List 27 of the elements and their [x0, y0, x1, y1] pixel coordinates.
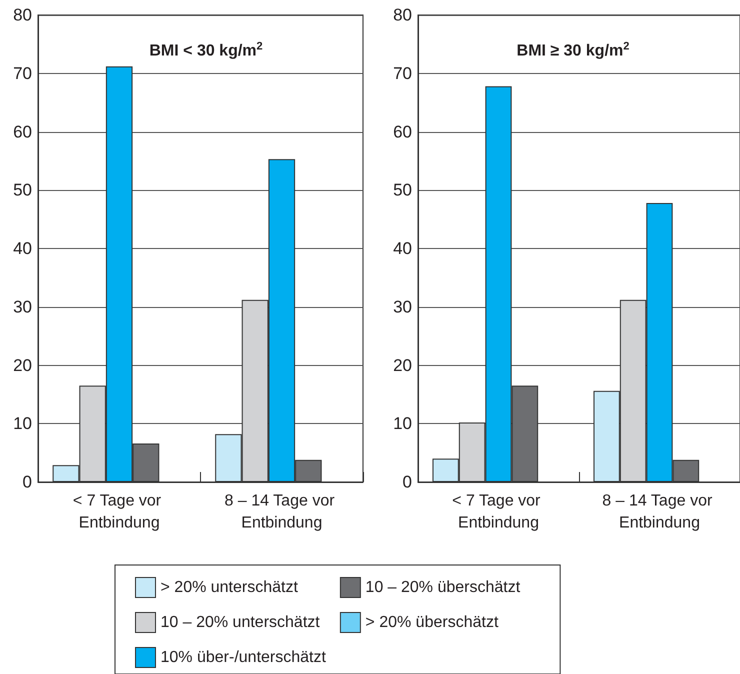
legend-label: > 20% unterschätzt	[160, 579, 298, 596]
y-tick-label: 40	[13, 239, 32, 258]
y-tick-label: 80	[13, 6, 32, 24]
y-tick-label: 60	[393, 122, 412, 142]
y-tick-label: 10	[13, 414, 32, 434]
y-tick-label: 20	[13, 356, 32, 375]
y-tick-label: 60	[13, 122, 32, 142]
legend-label: 10 – 20% unterschätzt	[160, 614, 320, 631]
y-tick-label: 50	[393, 180, 412, 200]
y-tick-label: 20	[393, 356, 412, 375]
legend-label: 10 – 20% überschätzt	[365, 579, 521, 596]
y-tick-label: 70	[13, 64, 32, 83]
y-tick-label: 0	[402, 472, 412, 492]
y-tick-label: 40	[393, 239, 412, 258]
y-tick-label: 30	[393, 297, 412, 316]
x-tick-label: < 7 Tage vor Entbindung	[72, 492, 166, 532]
y-tick-label: 30	[13, 297, 32, 316]
legend-label: > 20% überschätzt	[365, 614, 499, 631]
x-tick-label: 8 – 14 Tage vor Entbindung	[602, 492, 717, 532]
legend-label: 10% über-/unterschätzt	[160, 649, 326, 666]
y-tick-label: 80	[393, 6, 412, 24]
x-tick-label: 8 – 14 Tage vor Entbindung	[224, 492, 339, 532]
y-tick-label: 10	[393, 414, 412, 434]
y-tick-label: 70	[393, 64, 412, 83]
y-tick-label: 0	[22, 472, 32, 492]
x-tick-label: < 7 Tage vor Entbindung	[452, 492, 545, 532]
y-tick-label: 50	[13, 180, 32, 200]
